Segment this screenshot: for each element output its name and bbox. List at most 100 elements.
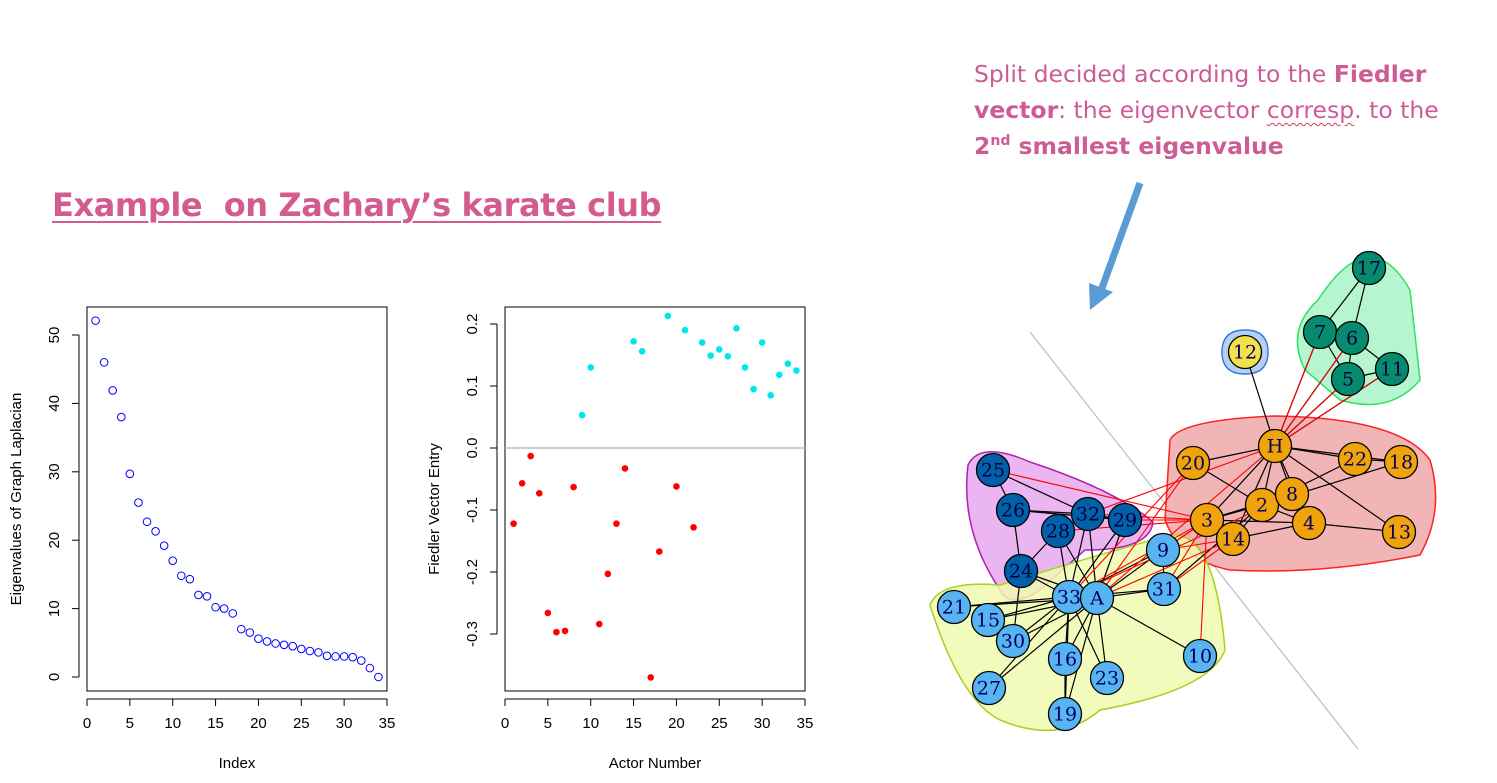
data-point bbox=[176, 571, 186, 581]
data-point bbox=[134, 498, 143, 507]
data-point bbox=[168, 556, 178, 566]
data-point bbox=[535, 489, 543, 497]
network-node: 2 bbox=[1244, 487, 1280, 523]
x-tick-label: 25 bbox=[711, 715, 728, 732]
data-point bbox=[647, 674, 655, 681]
data-point bbox=[339, 652, 349, 661]
node-label: 20 bbox=[1181, 453, 1205, 475]
data-point bbox=[707, 352, 715, 359]
node-label: 28 bbox=[1046, 521, 1070, 543]
data-point bbox=[219, 604, 229, 613]
y-axis-label: Eigenvalues of Graph Laplacian bbox=[8, 393, 25, 606]
data-point bbox=[698, 339, 706, 346]
node-circle bbox=[1334, 320, 1370, 356]
data-point bbox=[236, 624, 246, 634]
y-tick-label: -0.1 bbox=[464, 497, 481, 523]
data-point bbox=[159, 541, 169, 550]
callout-text-1: Split decided according to the bbox=[974, 60, 1334, 88]
node-label: 9 bbox=[1157, 540, 1169, 562]
data-point bbox=[142, 517, 152, 527]
y-tick-label: 40 bbox=[46, 395, 63, 412]
node-circle bbox=[1003, 553, 1039, 589]
node-circle bbox=[1215, 521, 1251, 557]
data-point bbox=[561, 627, 569, 635]
callout-bold-second: 2nd smallest eigenvalue bbox=[974, 132, 1284, 160]
y-tick-label: 0 bbox=[46, 673, 63, 681]
node-label: 23 bbox=[1095, 668, 1119, 690]
node-label: H bbox=[1267, 436, 1284, 458]
node-label: 3 bbox=[1201, 510, 1213, 532]
x-tick-label: 5 bbox=[126, 715, 134, 732]
x-tick-label: 25 bbox=[293, 715, 310, 732]
node-label: 12 bbox=[1233, 342, 1257, 364]
callout-bold-num: 2 bbox=[974, 132, 991, 160]
data-point bbox=[664, 312, 672, 320]
network-node: 3 bbox=[1189, 502, 1225, 538]
network-node: 18 bbox=[1383, 444, 1419, 480]
data-point bbox=[673, 483, 680, 490]
x-tick-label: 30 bbox=[336, 715, 353, 732]
node-circle bbox=[1047, 641, 1083, 677]
x-tick-label: 0 bbox=[501, 715, 509, 732]
x-axis-label: Index bbox=[219, 755, 256, 772]
network-node: 8 bbox=[1274, 476, 1310, 512]
node-label: 33 bbox=[1057, 587, 1081, 609]
node-circle bbox=[1175, 445, 1211, 481]
network-node: A bbox=[1079, 580, 1115, 616]
data-point bbox=[151, 527, 160, 536]
data-point bbox=[202, 591, 212, 601]
node-label: 2 bbox=[1256, 495, 1268, 517]
data-point bbox=[116, 412, 126, 422]
data-point bbox=[681, 326, 689, 334]
data-point bbox=[262, 637, 272, 646]
data-point bbox=[578, 411, 586, 419]
node-circle bbox=[970, 602, 1006, 638]
x-tick-label: 10 bbox=[164, 715, 181, 732]
data-point bbox=[322, 651, 332, 661]
data-point bbox=[305, 646, 315, 656]
node-label: 25 bbox=[981, 460, 1005, 482]
network-edge bbox=[1163, 504, 1263, 590]
data-point bbox=[185, 574, 195, 584]
x-tick-label: 5 bbox=[544, 715, 552, 732]
node-circle bbox=[1383, 444, 1419, 480]
data-point bbox=[331, 652, 340, 661]
network-node: 10 bbox=[1182, 638, 1218, 674]
network-node: 9 bbox=[1145, 532, 1181, 568]
node-circle bbox=[1070, 496, 1106, 532]
node-label: 32 bbox=[1076, 504, 1100, 526]
data-point bbox=[510, 520, 517, 527]
network-cross-edge bbox=[1096, 445, 1276, 599]
data-point bbox=[348, 652, 358, 662]
data-point bbox=[91, 316, 100, 325]
network-node: 4 bbox=[1291, 505, 1327, 541]
karate-network: 17 7 6 5 11 12 H 20 22 18 2 8 3 4 14 13 25 26 28 32 29 24 9 31 3… bbox=[929, 250, 1437, 750]
node-circle bbox=[1274, 476, 1310, 512]
data-point bbox=[356, 656, 366, 665]
y-tick-label: 10 bbox=[46, 600, 63, 617]
node-label: 11 bbox=[1380, 359, 1404, 381]
x-tick-label: 30 bbox=[754, 715, 771, 732]
node-circle bbox=[1351, 250, 1387, 286]
node-circle bbox=[1107, 502, 1143, 538]
network-cross-edge bbox=[1087, 513, 1208, 521]
data-point bbox=[638, 347, 646, 355]
node-circle bbox=[1291, 505, 1327, 541]
node-label: 17 bbox=[1357, 258, 1381, 280]
network-cross-edge bbox=[1096, 462, 1194, 599]
x-tick-label: 20 bbox=[250, 715, 267, 732]
data-point bbox=[613, 520, 620, 527]
network-cross-edge bbox=[1087, 445, 1276, 515]
node-label: 21 bbox=[942, 597, 966, 619]
data-point bbox=[271, 639, 280, 648]
x-axis-label: Actor Number bbox=[609, 755, 702, 772]
network-cross-edge bbox=[992, 469, 1208, 521]
network-node: 6 bbox=[1334, 320, 1370, 356]
network-node: 5 bbox=[1330, 361, 1366, 397]
network-cross-edge bbox=[1096, 538, 1234, 599]
data-point bbox=[314, 648, 323, 657]
y-axis-label: Fiedler Vector Entry bbox=[426, 443, 443, 575]
network-node: 26 bbox=[995, 492, 1031, 528]
node-circle bbox=[1079, 580, 1115, 616]
node-circle bbox=[1182, 638, 1218, 674]
